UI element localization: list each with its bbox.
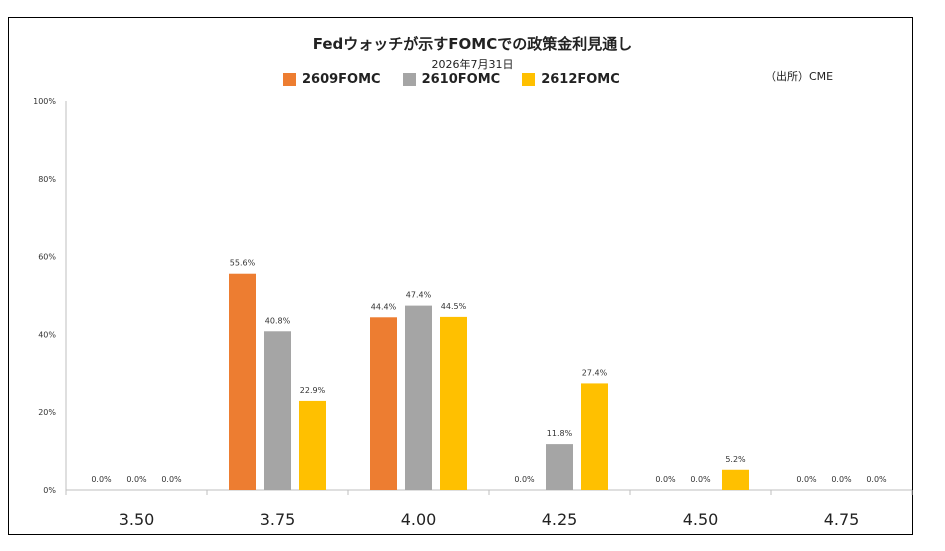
y-tick-label: 40% <box>38 330 56 339</box>
y-tick-label: 0% <box>43 486 56 495</box>
source-note: （出所）CME <box>765 70 834 83</box>
bar <box>405 305 432 490</box>
data-label: 0.0% <box>796 475 817 484</box>
data-label: 11.8% <box>547 429 573 438</box>
data-label: 0.0% <box>514 475 535 484</box>
data-label: 0.0% <box>126 475 147 484</box>
legend-label-2609fomc: 2609FOMC <box>302 72 381 87</box>
data-label: 22.9% <box>300 386 326 395</box>
bar <box>264 331 291 490</box>
data-label: 0.0% <box>831 475 852 484</box>
bar <box>229 273 256 490</box>
data-label: 47.4% <box>406 291 432 300</box>
chart-subtitle: 2026年7月31日 <box>431 58 514 71</box>
legend-label-2610fomc: 2610FOMC <box>421 72 501 87</box>
legend-label-2612fomc: 2612FOMC <box>541 72 620 87</box>
data-label: 0.0% <box>91 475 112 484</box>
legend-item-2610fomc: 2610FOMC <box>402 72 501 87</box>
bar <box>546 444 573 490</box>
y-tick-label: 80% <box>38 175 56 184</box>
legend-item-2612fomc: 2612FOMC <box>522 72 620 87</box>
x-tick-label: 3.75 <box>260 510 296 529</box>
legend: 2609FOMC 2610FOMC 2612FOMC <box>283 72 620 87</box>
x-tick-label: 4.25 <box>542 510 578 529</box>
data-label: 5.2% <box>725 455 746 464</box>
data-label: 44.4% <box>371 302 397 311</box>
data-label: 0.0% <box>161 475 182 484</box>
data-label: 27.4% <box>582 368 608 377</box>
data-label: 0.0% <box>690 475 711 484</box>
legend-swatch-2609fomc <box>283 73 296 86</box>
legend-swatch-2610fomc <box>402 73 416 86</box>
data-label: 40.8% <box>265 316 291 325</box>
y-tick-label: 100% <box>33 97 56 106</box>
bar <box>440 316 467 490</box>
y-tick-label: 60% <box>38 253 56 262</box>
chart-frame <box>8 17 913 535</box>
chart-title: Fedウォッチが示すFOMCでの政策金利見通し <box>312 35 633 53</box>
x-tick-label: 3.50 <box>119 510 155 529</box>
data-label: 0.0% <box>866 475 887 484</box>
data-label: 55.6% <box>230 259 256 268</box>
x-tick-label: 4.50 <box>683 510 719 529</box>
x-tick-label: 4.00 <box>401 510 437 529</box>
legend-item-2609fomc: 2609FOMC <box>283 72 381 87</box>
bar <box>370 317 397 490</box>
x-tick-label: 4.75 <box>824 510 860 529</box>
legend-swatch-2612fomc <box>522 73 536 86</box>
data-label: 44.5% <box>441 302 467 311</box>
bar <box>722 469 749 490</box>
bar <box>299 400 326 490</box>
data-label: 0.0% <box>655 475 676 484</box>
y-tick-label: 20% <box>38 408 56 417</box>
bar <box>581 383 608 490</box>
